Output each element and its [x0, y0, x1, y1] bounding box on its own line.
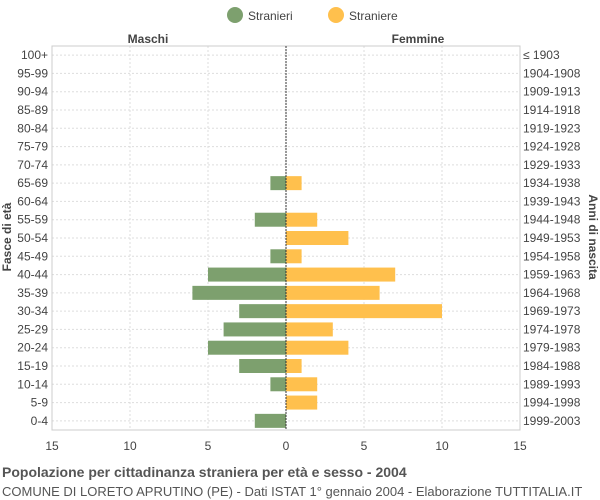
bar-female-5-9: [286, 395, 318, 410]
age-label: 35-39: [17, 286, 48, 300]
bars: [192, 46, 442, 430]
bar-female-40-44: [286, 267, 396, 282]
birth-year-label: 1999-2003: [523, 414, 581, 428]
birth-year-label: 1914-1918: [523, 103, 581, 117]
birth-year-label: 1984-1988: [523, 359, 581, 373]
x-tick-label: 15: [45, 439, 59, 453]
birth-year-label: 1924-1928: [523, 140, 581, 154]
age-label: 100+: [21, 48, 48, 62]
age-label: 10-14: [17, 377, 48, 391]
bar-male-45-49: [270, 249, 286, 264]
x-tick-label: 5: [361, 439, 368, 453]
bar-female-45-49: [286, 249, 302, 264]
age-label: 15-19: [17, 359, 48, 373]
birth-year-label: 1929-1933: [523, 158, 581, 172]
age-label: 90-94: [17, 85, 48, 99]
legend-swatch: [227, 7, 243, 23]
bar-female-35-39: [286, 285, 380, 300]
bar-male-30-34: [239, 304, 286, 319]
age-label: 95-99: [17, 66, 48, 80]
birth-year-label: 1994-1998: [523, 396, 581, 410]
x-tick-label: 10: [435, 439, 449, 453]
y-axis-label-left: Fasce di età: [0, 202, 14, 271]
x-tick-label: 10: [123, 439, 137, 453]
age-label: 30-34: [17, 304, 48, 318]
birth-year-label: 1959-1963: [523, 268, 581, 282]
age-label: 55-59: [17, 213, 48, 227]
bar-female-65-69: [286, 176, 302, 191]
age-label: 0-4: [31, 414, 49, 428]
age-label: 85-89: [17, 103, 48, 117]
bar-female-15-19: [286, 359, 302, 373]
birth-year-labels: ≤ 1903 1904-1908 1909-1913 1914-1918 1919-19…: [523, 48, 581, 428]
birth-year-label: 1989-1993: [523, 377, 581, 391]
birth-year-label: 1979-1983: [523, 341, 581, 355]
age-labels: 100+ 95-99 90-94 85-89 80-84 75-79 70-74 65-69 6…: [17, 48, 48, 428]
bar-male-55-59: [254, 212, 286, 227]
age-label: 45-49: [17, 249, 48, 263]
age-label: 50-54: [17, 231, 48, 245]
right-header: Femmine: [392, 32, 445, 46]
bar-male-15-19: [239, 359, 286, 373]
bar-male-65-69: [270, 176, 286, 191]
birth-year-label: 1949-1953: [523, 231, 581, 245]
bar-male-20-24: [208, 340, 286, 355]
bar-female-20-24: [286, 340, 349, 355]
birth-year-label: 1934-1938: [523, 176, 581, 190]
birth-year-label: 1954-1958: [523, 249, 581, 263]
legend-label: Straniere: [349, 9, 398, 23]
chart-title: Popolazione per cittadinanza straniera p…: [2, 464, 407, 480]
bar-male-40-44: [208, 267, 286, 282]
x-tick-label: 5: [205, 439, 212, 453]
bar-female-25-29: [286, 322, 333, 337]
birth-year-label: 1909-1913: [523, 85, 581, 99]
age-label: 25-29: [17, 322, 48, 336]
legend-label: Stranieri: [248, 9, 293, 23]
birth-year-label: 1944-1948: [523, 213, 581, 227]
x-tick-label: 0: [283, 439, 290, 453]
bar-male-10-14: [270, 377, 286, 392]
birth-year-label: 1919-1923: [523, 121, 581, 135]
y-axis-label-right: Anni di nascita: [586, 194, 600, 280]
birth-year-label: 1974-1978: [523, 322, 581, 336]
age-label: 40-44: [17, 268, 48, 282]
age-label: 80-84: [17, 121, 48, 135]
bar-male-0-4: [254, 413, 286, 428]
bar-female-30-34: [286, 304, 442, 319]
birth-year-label: 1969-1973: [523, 304, 581, 318]
age-label: 60-64: [17, 194, 48, 208]
birth-year-label: 1904-1908: [523, 66, 581, 80]
age-label: 5-9: [31, 396, 49, 410]
birth-year-label: 1964-1968: [523, 286, 581, 300]
age-label: 75-79: [17, 140, 48, 154]
chart-subtitle: COMUNE DI LORETO APRUTINO (PE) - Dati IS…: [2, 484, 583, 499]
bar-female-50-54: [286, 231, 349, 245]
bar-female-55-59: [286, 212, 318, 227]
x-tick-label: 15: [513, 439, 527, 453]
legend-swatch: [328, 7, 344, 23]
x-tick-labels: 15 10 5 0 5 10 15: [45, 439, 527, 453]
bar-female-10-14: [286, 377, 318, 392]
bar-male-25-29: [223, 322, 286, 337]
legend: Stranieri Straniere: [227, 7, 398, 23]
age-label: 65-69: [17, 176, 48, 190]
age-label: 20-24: [17, 341, 48, 355]
bar-male-35-39: [192, 285, 286, 300]
birth-year-label: 1939-1943: [523, 194, 581, 208]
age-label: 70-74: [17, 158, 48, 172]
birth-year-label: ≤ 1903: [523, 48, 560, 62]
left-header: Maschi: [128, 32, 169, 46]
